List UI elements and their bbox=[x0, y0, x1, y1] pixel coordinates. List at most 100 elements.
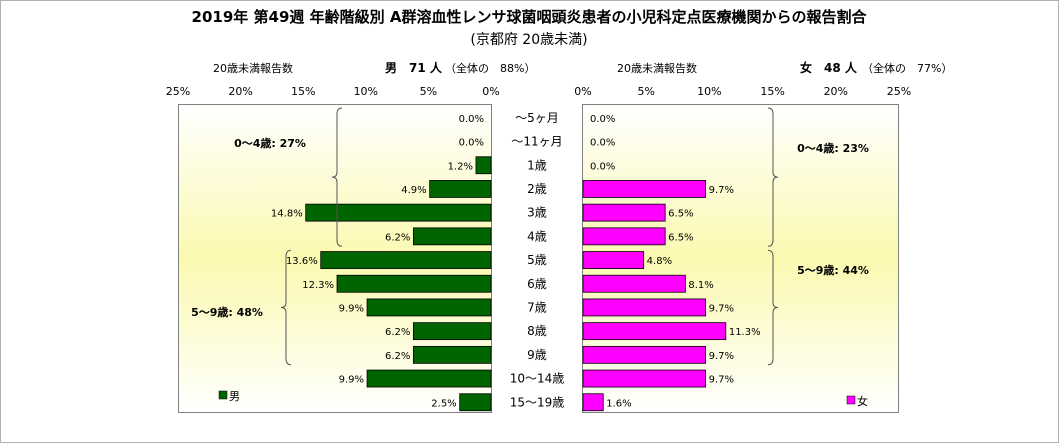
male-data-label: 9.9% bbox=[339, 303, 364, 314]
legend-male-swatch bbox=[218, 390, 228, 400]
category-label: 15～19歳 bbox=[510, 395, 565, 409]
female-data-label: 9.7% bbox=[709, 351, 734, 362]
female-data-label: 8.1% bbox=[688, 280, 713, 291]
male-bar bbox=[459, 393, 492, 412]
female-bar bbox=[582, 227, 666, 246]
male-data-label: 4.9% bbox=[401, 185, 426, 196]
category-label: 6歳 bbox=[527, 277, 547, 291]
female-group-label: 0～4歳: 23% bbox=[797, 141, 869, 155]
male-bar bbox=[429, 180, 492, 198]
male-bar bbox=[412, 322, 492, 341]
female-header-label: 20歳未満報告数 bbox=[617, 62, 697, 75]
male-bar bbox=[366, 298, 492, 317]
category-labels: ～5ヶ月 ～11ヶ月 1歳 2歳 3歳 4歳 5歳 6歳 7歳 8歳 9歳 10～14歳 15～19歳 bbox=[510, 111, 565, 409]
male-data-label: 13.6% bbox=[286, 256, 318, 267]
female-bar bbox=[582, 393, 604, 412]
female-tick-label: 20% bbox=[824, 85, 848, 98]
female-data-label: 1.6% bbox=[606, 398, 631, 409]
category-label: 10～14歳 bbox=[510, 372, 565, 386]
chart-title: 2019年 第49週 年齢階級別 A群溶血性レンサ球菌咽頭炎患者の小児科定点医療… bbox=[192, 8, 868, 26]
female-tick-label: 25% bbox=[887, 85, 911, 98]
male-data-label: 1.2% bbox=[448, 161, 473, 172]
male-bar bbox=[412, 345, 492, 364]
category-label: 1歳 bbox=[527, 158, 547, 172]
female-data-label: 11.3% bbox=[729, 327, 761, 338]
male-data-labels: 0.0% 0.0% 1.2% 4.9% 14.8% 6.2% 13.6% 12.3% 9.9% 6… bbox=[271, 114, 484, 409]
category-label: 8歳 bbox=[527, 324, 547, 338]
female-data-label: 0.0% bbox=[590, 114, 615, 125]
male-header-value: 男 71 人 bbox=[385, 60, 443, 75]
female-data-label: 4.8% bbox=[647, 256, 672, 267]
age-group-annotations: 0～4歳: 27% 5～9歳: 48% 0～4歳: 23% 5～9歳: 44% bbox=[191, 107, 869, 366]
male-bars bbox=[305, 156, 492, 412]
category-label: 3歳 bbox=[527, 206, 547, 220]
category-label: 2歳 bbox=[527, 182, 547, 196]
female-data-label: 9.7% bbox=[709, 375, 734, 386]
male-header-label: 20歳未満報告数 bbox=[213, 62, 293, 75]
male-data-label: 2.5% bbox=[431, 398, 456, 409]
female-group-brace bbox=[767, 107, 779, 247]
male-header-share: （全体の 88%） bbox=[445, 61, 535, 75]
category-label: ～11ヶ月 bbox=[511, 135, 562, 149]
female-header-share: （全体の 77%） bbox=[862, 61, 952, 75]
male-data-label: 9.9% bbox=[339, 375, 364, 386]
female-axis-ticks: 0% 5% 10% 15% 20% 25% bbox=[574, 85, 911, 98]
male-data-label: 0.0% bbox=[459, 114, 484, 125]
male-data-label: 0.0% bbox=[459, 138, 484, 149]
male-tick-label: 20% bbox=[228, 85, 252, 98]
male-data-label: 6.2% bbox=[385, 327, 410, 338]
female-bar bbox=[582, 369, 707, 388]
female-bar bbox=[582, 345, 707, 364]
female-bar bbox=[582, 298, 707, 317]
female-bar bbox=[582, 180, 707, 198]
female-bar bbox=[582, 274, 686, 293]
male-axis-ticks: 0% 5% 10% 15% 20% 25% bbox=[166, 85, 500, 98]
male-data-label: 6.2% bbox=[385, 351, 410, 362]
category-label: ～5ヶ月 bbox=[515, 111, 559, 125]
male-tick-label: 10% bbox=[354, 85, 378, 98]
female-data-label: 6.5% bbox=[668, 232, 693, 243]
male-bar bbox=[412, 227, 492, 246]
category-label: 7歳 bbox=[527, 300, 547, 314]
legend-female-swatch bbox=[846, 395, 856, 405]
female-data-label: 9.7% bbox=[709, 185, 734, 196]
female-tick-label: 5% bbox=[637, 85, 654, 98]
legend-female-label: 女 bbox=[857, 394, 868, 408]
female-data-label: 0.0% bbox=[590, 138, 615, 149]
female-group-brace bbox=[767, 249, 779, 366]
female-group-label: 5～9歳: 44% bbox=[797, 263, 869, 277]
female-tick-label: 0% bbox=[574, 85, 591, 98]
female-header-value: 女 48 人 bbox=[800, 60, 858, 75]
male-group-brace bbox=[280, 249, 292, 366]
female-bar bbox=[582, 251, 645, 269]
female-tick-label: 15% bbox=[760, 85, 784, 98]
male-bar bbox=[320, 251, 492, 269]
male-tick-label: 0% bbox=[482, 85, 499, 98]
male-tick-label: 5% bbox=[420, 85, 437, 98]
male-bar bbox=[475, 156, 492, 175]
male-data-label: 12.3% bbox=[302, 280, 334, 291]
female-data-labels: 0.0% 0.0% 0.0% 9.7% 6.5% 6.5% 4.8% 8.1% 9.7% 11.3… bbox=[590, 114, 761, 409]
male-data-label: 14.8% bbox=[271, 209, 303, 220]
male-group-brace bbox=[331, 107, 343, 247]
chart-subtitle: (京都府 20歳未満) bbox=[470, 32, 587, 48]
male-tick-label: 25% bbox=[166, 85, 190, 98]
female-data-label: 9.7% bbox=[709, 303, 734, 314]
legend-male-label: 男 bbox=[229, 390, 240, 403]
female-bar bbox=[582, 203, 666, 222]
male-bar bbox=[336, 274, 492, 293]
male-bar bbox=[305, 203, 492, 222]
male-bar bbox=[366, 369, 492, 388]
category-label: 5歳 bbox=[527, 253, 547, 267]
male-data-label: 6.2% bbox=[385, 232, 410, 243]
category-label: 4歳 bbox=[527, 229, 547, 243]
male-group-label: 5～9歳: 48% bbox=[191, 305, 263, 319]
female-data-label: 0.0% bbox=[590, 161, 615, 172]
female-tick-label: 10% bbox=[697, 85, 721, 98]
male-group-label: 0～4歳: 27% bbox=[234, 136, 306, 150]
male-tick-label: 15% bbox=[291, 85, 315, 98]
female-bar bbox=[582, 322, 727, 341]
female-bars bbox=[582, 180, 727, 412]
category-label: 9歳 bbox=[527, 348, 547, 362]
